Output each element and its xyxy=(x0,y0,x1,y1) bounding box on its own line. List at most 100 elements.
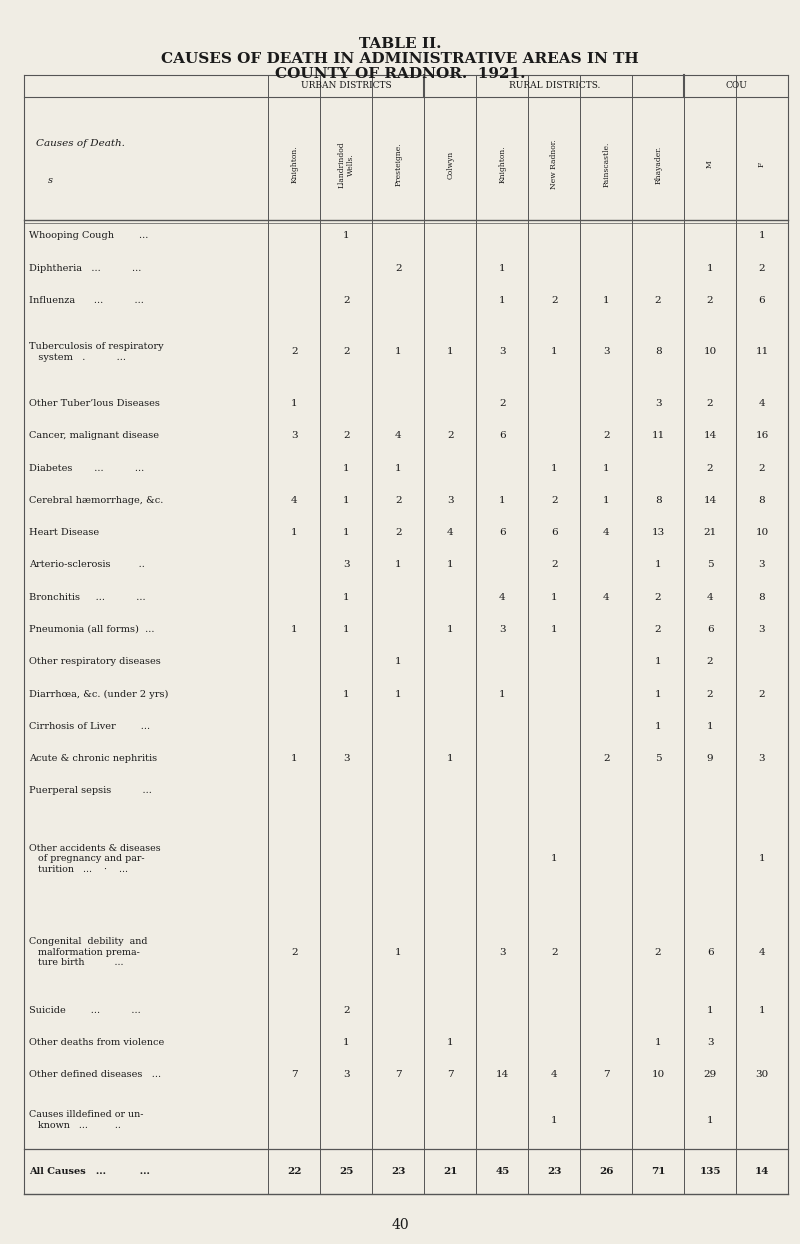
Text: Cerebral hæmorrhage, &c.: Cerebral hæmorrhage, &c. xyxy=(29,496,163,505)
Text: 2: 2 xyxy=(551,296,558,305)
Text: 2: 2 xyxy=(758,264,766,272)
Text: 4: 4 xyxy=(499,592,506,602)
Text: Heart Disease: Heart Disease xyxy=(29,529,99,537)
Text: 3: 3 xyxy=(343,1070,350,1080)
Text: 1: 1 xyxy=(343,624,350,634)
Text: 4: 4 xyxy=(758,399,766,408)
Text: 2: 2 xyxy=(706,296,714,305)
Text: 1: 1 xyxy=(447,1037,454,1047)
Text: CAUSES OF DEATH IN ADMINISTRATIVE AREAS IN TH: CAUSES OF DEATH IN ADMINISTRATIVE AREAS … xyxy=(161,52,639,66)
Text: 1: 1 xyxy=(655,722,662,730)
Text: 2: 2 xyxy=(291,948,298,957)
Text: 9: 9 xyxy=(706,754,714,763)
Text: 1: 1 xyxy=(706,1116,714,1125)
Text: 21: 21 xyxy=(443,1167,458,1176)
Text: 11: 11 xyxy=(651,432,665,440)
Text: 1: 1 xyxy=(447,754,454,763)
Text: 1: 1 xyxy=(395,689,402,699)
Text: 5: 5 xyxy=(655,754,662,763)
Text: 2: 2 xyxy=(758,464,766,473)
Text: 45: 45 xyxy=(495,1167,510,1176)
Text: 1: 1 xyxy=(395,948,402,957)
Text: All Causes   ...          ...: All Causes ... ... xyxy=(29,1167,150,1176)
Text: Other deaths from violence: Other deaths from violence xyxy=(29,1037,164,1047)
Text: 2: 2 xyxy=(551,948,558,957)
Text: 2: 2 xyxy=(706,657,714,667)
Text: 2: 2 xyxy=(706,464,714,473)
Text: M: M xyxy=(706,160,714,168)
Text: 6: 6 xyxy=(551,529,558,537)
Text: 2: 2 xyxy=(499,399,506,408)
Text: 4: 4 xyxy=(395,432,402,440)
Text: Causes illdefined or un-
   known   ...         ..: Causes illdefined or un- known ... .. xyxy=(29,1111,143,1130)
Text: 6: 6 xyxy=(706,624,714,634)
Text: Causes of Death.: Causes of Death. xyxy=(36,139,125,148)
Text: 13: 13 xyxy=(651,529,665,537)
Text: Whooping Cough        ...: Whooping Cough ... xyxy=(29,231,148,240)
Text: 1: 1 xyxy=(758,855,766,863)
Text: 3: 3 xyxy=(343,754,350,763)
Text: 1: 1 xyxy=(551,624,558,634)
Text: 2: 2 xyxy=(758,689,766,699)
Text: 23: 23 xyxy=(547,1167,562,1176)
Text: 2: 2 xyxy=(551,496,558,505)
Text: 30: 30 xyxy=(755,1070,769,1080)
Text: 2: 2 xyxy=(343,432,350,440)
Text: 40: 40 xyxy=(391,1218,409,1232)
Text: Congenital  debility  and
   malformation prema-
   ture birth          ...: Congenital debility and malformation pre… xyxy=(29,937,147,967)
Text: 4: 4 xyxy=(603,529,610,537)
Text: 1: 1 xyxy=(343,592,350,602)
Text: Influenza      ...          ...: Influenza ... ... xyxy=(29,296,144,305)
Text: Colwyn: Colwyn xyxy=(446,151,454,179)
Text: Rhayader.: Rhayader. xyxy=(654,146,662,184)
Text: 3: 3 xyxy=(706,1037,714,1047)
Text: 3: 3 xyxy=(758,561,766,570)
Text: Knighton.: Knighton. xyxy=(498,146,506,183)
Text: 8: 8 xyxy=(655,496,662,505)
Text: 1: 1 xyxy=(291,399,298,408)
Text: 1: 1 xyxy=(551,1116,558,1125)
Text: 2: 2 xyxy=(395,496,402,505)
Text: 1: 1 xyxy=(395,561,402,570)
Text: 10: 10 xyxy=(651,1070,665,1080)
Text: Tuberculosis of respiratory
   system   .          ...: Tuberculosis of respiratory system . ... xyxy=(29,342,163,362)
Text: 7: 7 xyxy=(603,1070,610,1080)
Text: 3: 3 xyxy=(499,347,506,357)
Text: 1: 1 xyxy=(343,689,350,699)
Text: 2: 2 xyxy=(655,592,662,602)
Text: 1: 1 xyxy=(343,464,350,473)
Text: 2: 2 xyxy=(447,432,454,440)
Text: 6: 6 xyxy=(706,948,714,957)
Text: Diphtheria   ...          ...: Diphtheria ... ... xyxy=(29,264,141,272)
Text: 2: 2 xyxy=(343,296,350,305)
Text: 3: 3 xyxy=(758,754,766,763)
Text: 2: 2 xyxy=(395,529,402,537)
Text: 7: 7 xyxy=(291,1070,298,1080)
Text: 4: 4 xyxy=(603,592,610,602)
Text: 1: 1 xyxy=(395,464,402,473)
Text: Other defined diseases   ...: Other defined diseases ... xyxy=(29,1070,161,1080)
Text: 14: 14 xyxy=(703,496,717,505)
Text: 3: 3 xyxy=(343,561,350,570)
Text: 2: 2 xyxy=(603,432,610,440)
Text: 10: 10 xyxy=(755,529,769,537)
Text: 1: 1 xyxy=(447,347,454,357)
Text: 7: 7 xyxy=(447,1070,454,1080)
Text: 1: 1 xyxy=(603,464,610,473)
Text: 2: 2 xyxy=(343,347,350,357)
Text: 7: 7 xyxy=(395,1070,402,1080)
Text: 1: 1 xyxy=(499,264,506,272)
Text: RURAL DISTRICTS.: RURAL DISTRICTS. xyxy=(509,81,600,91)
Text: Other Tuber’lous Diseases: Other Tuber’lous Diseases xyxy=(29,399,160,408)
Text: 1: 1 xyxy=(706,722,714,730)
Text: 1: 1 xyxy=(343,529,350,537)
Text: 29: 29 xyxy=(703,1070,717,1080)
Text: New Radnor.: New Radnor. xyxy=(550,139,558,189)
Text: 22: 22 xyxy=(287,1167,302,1176)
Text: 1: 1 xyxy=(291,754,298,763)
Text: Llandrindod
Wells.: Llandrindod Wells. xyxy=(338,141,355,188)
Text: 1: 1 xyxy=(603,496,610,505)
Text: COU: COU xyxy=(725,81,747,91)
Text: 2: 2 xyxy=(655,948,662,957)
Text: 1: 1 xyxy=(655,689,662,699)
